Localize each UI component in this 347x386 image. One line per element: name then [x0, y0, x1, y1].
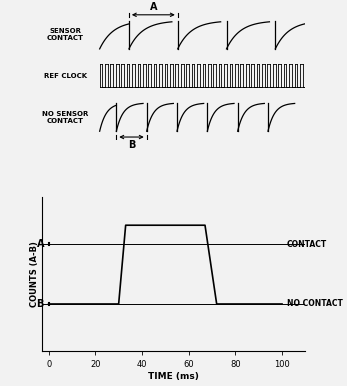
X-axis label: TIME (ms): TIME (ms) — [148, 372, 199, 381]
Text: A: A — [36, 239, 44, 249]
Text: NO CONTACT: NO CONTACT — [287, 300, 342, 308]
Text: A: A — [150, 2, 157, 12]
Text: B: B — [128, 140, 135, 150]
Text: B: B — [36, 299, 44, 309]
Text: CONTACT: CONTACT — [287, 240, 327, 249]
Text: NO SENSOR
CONTACT: NO SENSOR CONTACT — [42, 110, 88, 124]
Text: SENSOR
CONTACT: SENSOR CONTACT — [47, 28, 84, 41]
Y-axis label: COUNTS (A-B): COUNTS (A-B) — [30, 241, 39, 307]
Text: REF CLOCK: REF CLOCK — [44, 73, 87, 79]
